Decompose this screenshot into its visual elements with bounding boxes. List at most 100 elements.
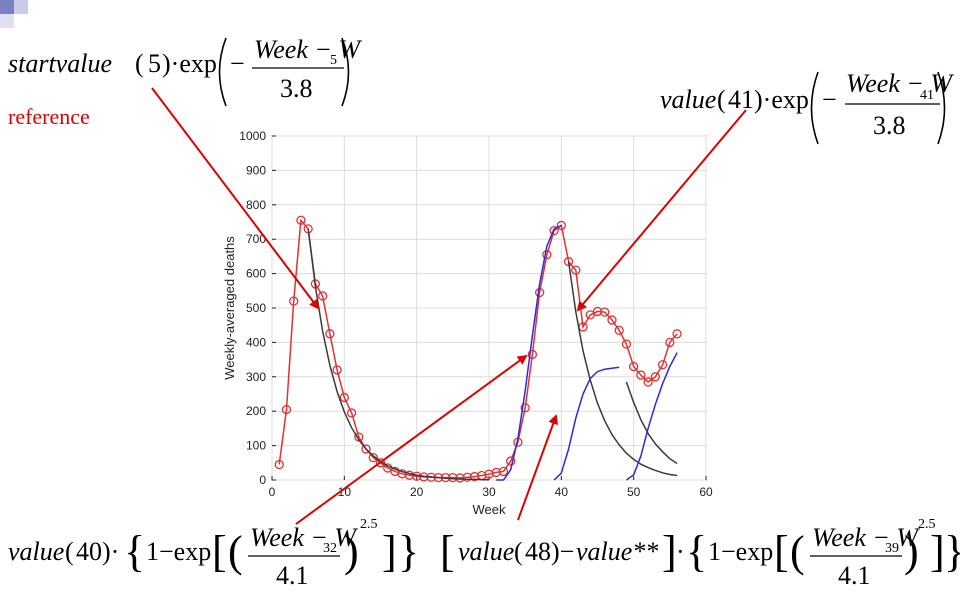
formula-denominator: 4.1	[276, 561, 309, 590]
annotation-arrows	[151, 87, 747, 525]
arrow-value41-decay	[576, 109, 747, 312]
data-point	[629, 361, 639, 372]
data-point	[375, 458, 386, 468]
data-point	[332, 365, 342, 375]
formula-arg: 48	[525, 537, 551, 566]
series-line-6	[625, 352, 678, 481]
data-point	[657, 360, 668, 370]
svg-text:(: (	[717, 85, 726, 114]
svg-text:[: [	[774, 527, 789, 576]
formula-exponent: 2.5	[918, 517, 936, 532]
formula-subscript: 39	[885, 541, 899, 556]
y-tick-label: 500	[246, 301, 266, 315]
data-point	[462, 472, 472, 482]
x-tick-label: 10	[338, 485, 352, 499]
arrow-start-decay	[151, 87, 320, 310]
axis-ticks: 0 10 20 30 40 50 60010020030040050060070080090…	[239, 129, 713, 499]
y-tick-label: 200	[246, 404, 266, 418]
formula-bottom-right: [ value ( 48 )− value** ] · { 1−exp [ ( …	[440, 517, 960, 590]
svg-text:startvalue: startvalue	[8, 49, 112, 78]
series-layer	[274, 215, 682, 483]
formula-numerator: Week − W	[254, 35, 362, 64]
formula-fn: value	[8, 537, 64, 566]
svg-text:(: (	[65, 537, 74, 566]
x-tick-label: 30	[482, 485, 496, 499]
formula-arg: 5	[148, 49, 161, 78]
data-point	[549, 225, 559, 236]
svg-text:[: [	[440, 527, 455, 576]
data-point	[289, 296, 299, 306]
svg-text:)−: )−	[551, 537, 574, 566]
data-point	[368, 452, 378, 463]
formula-arg: 41	[728, 85, 754, 114]
data-point	[361, 444, 371, 454]
data-point	[346, 408, 357, 418]
y-tick-label: 700	[246, 232, 266, 246]
y-tick-label: 300	[246, 370, 266, 384]
formula-fn: value	[660, 85, 716, 114]
svg-text:]: ]	[930, 527, 945, 576]
svg-text:(: (	[228, 527, 243, 576]
svg-text:{: {	[124, 527, 145, 576]
x-axis-label: Week	[473, 502, 506, 517]
data-point	[296, 215, 306, 225]
svg-text:}: }	[398, 527, 419, 576]
data-point	[274, 459, 284, 470]
data-point	[556, 220, 566, 231]
svg-text:]: ]	[662, 527, 677, 576]
formula-subscript: 5	[330, 53, 337, 68]
corner-square-light	[14, 0, 28, 14]
y-tick-label: 900	[246, 163, 266, 177]
formula-fn: value	[458, 537, 514, 566]
x-tick-label: 50	[627, 485, 641, 499]
y-tick-label: 400	[246, 335, 266, 349]
svg-text:1−exp: 1−exp	[708, 537, 773, 566]
formula-arg: 40	[76, 537, 102, 566]
data-point	[527, 349, 538, 360]
y-tick-label: 100	[246, 439, 266, 453]
data-point	[520, 403, 530, 413]
x-tick-label: 0	[269, 485, 276, 499]
y-tick-label: 0	[259, 473, 266, 487]
arrow-value48-growth	[517, 414, 558, 521]
data-point	[339, 392, 349, 403]
corner-decoration	[0, 0, 40, 40]
series-line-5	[625, 381, 678, 465]
formula-denominator: 3.8	[280, 74, 313, 103]
svg-text:{: {	[686, 527, 707, 576]
series-line-3	[567, 261, 678, 477]
y-tick-label: 800	[246, 198, 266, 212]
series-line-4	[553, 366, 620, 481]
data-point	[448, 472, 458, 483]
arrow-value40-growth	[295, 354, 528, 525]
data-point	[455, 473, 465, 483]
svg-text:(: (	[514, 537, 523, 566]
gridlines	[271, 135, 707, 481]
svg-text:[: [	[212, 527, 227, 576]
data-point	[614, 325, 624, 336]
data-point	[592, 306, 603, 317]
data-point	[665, 337, 675, 348]
data-point	[325, 329, 335, 339]
data-point	[600, 307, 610, 317]
formula-bottom-left: value ( 40 )· { 1−exp [ ( Week − W 32 4.…	[8, 517, 419, 590]
data-point	[317, 291, 328, 301]
svg-text:)·exp: )·exp	[754, 85, 809, 114]
data-point	[498, 466, 509, 477]
svg-text:(: (	[790, 527, 805, 576]
svg-text:): )	[344, 527, 359, 576]
formula-subscript: 41	[920, 88, 934, 103]
corner-square-light-2	[0, 14, 14, 28]
data-point	[650, 372, 661, 382]
svg-text:)·exp: )·exp	[162, 49, 217, 78]
formula-top-right: value ( 41 )·exp − Week − W 41 3.8	[660, 69, 954, 145]
data-point	[643, 377, 653, 387]
svg-text:1−exp: 1−exp	[146, 537, 211, 566]
data-point	[491, 467, 501, 478]
y-tick-label: 1000	[239, 129, 266, 143]
formula-numerator: Week − W	[250, 523, 358, 552]
data-point	[281, 404, 292, 415]
formula-exponent: 2.5	[360, 517, 378, 532]
svg-text:−: −	[230, 49, 245, 78]
